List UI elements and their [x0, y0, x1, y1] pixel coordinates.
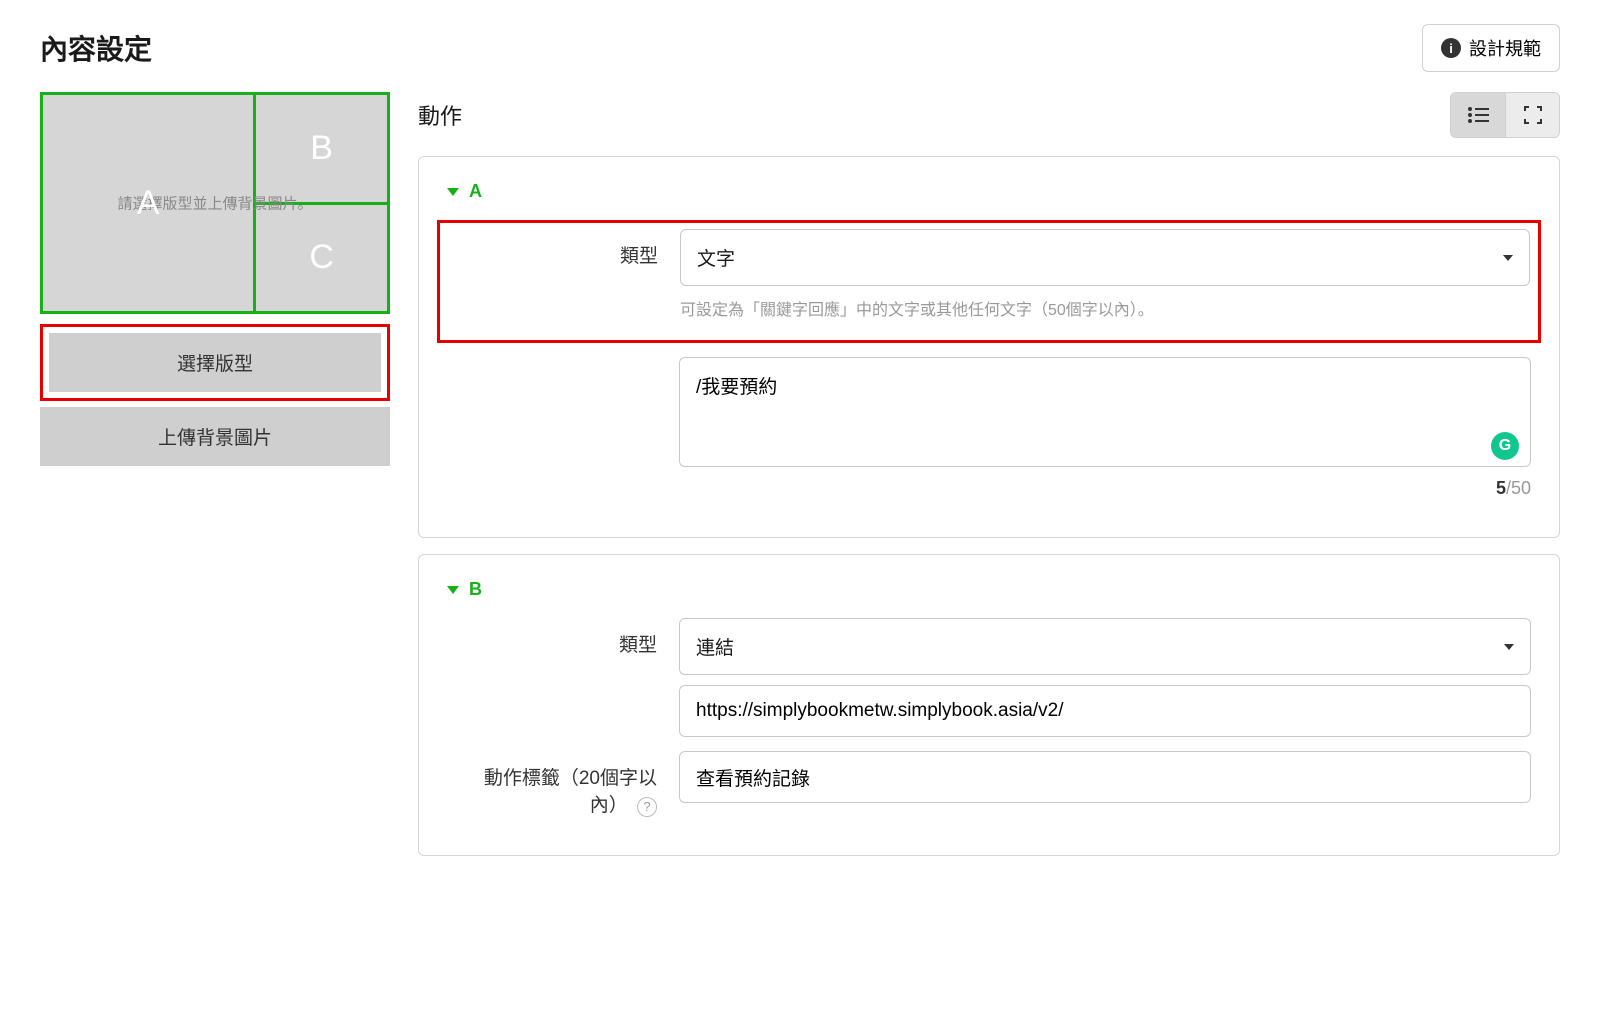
type-label: 類型	[448, 229, 658, 268]
chevron-down-icon	[447, 586, 459, 594]
char-count: 5/50	[679, 478, 1531, 499]
chevron-down-icon	[1503, 255, 1513, 261]
template-cell-b[interactable]: B	[256, 95, 387, 205]
type-hint: 可設定為「關鍵字回應」中的文字或其他任何文字（50個字以內）。	[680, 296, 1530, 320]
type-select-b[interactable]: 連結	[679, 618, 1531, 675]
chevron-down-icon	[1504, 644, 1514, 650]
grammarly-icon[interactable]: G	[1491, 432, 1519, 460]
page-title: 內容設定	[40, 28, 152, 68]
info-icon: i	[1441, 38, 1461, 58]
type-value: 連結	[696, 633, 734, 660]
view-toggle	[1450, 92, 1560, 138]
upload-background-button[interactable]: 上傳背景圖片	[40, 407, 390, 466]
expand-icon	[1523, 105, 1543, 125]
template-placeholder-text: 請選擇版型並上傳背景圖片。	[43, 193, 387, 214]
card-header-b[interactable]: B	[447, 579, 1531, 600]
card-letter: B	[469, 579, 482, 600]
actions-title: 動作	[418, 99, 462, 131]
chevron-down-icon	[447, 188, 459, 196]
action-tag-label: 動作標籤（20個字以內） ?	[447, 751, 657, 817]
type-select-a[interactable]: 文字	[680, 229, 1530, 286]
list-icon	[1467, 106, 1489, 124]
action-tag-input-b[interactable]	[679, 751, 1531, 803]
type-label: 類型	[447, 618, 657, 657]
action-card-a: A 類型 文字 可設定為「關鍵字回應」中的文字或其他任何文字（50個字以內）。	[418, 156, 1560, 538]
card-letter: A	[469, 181, 482, 202]
select-template-button[interactable]: 選擇版型	[49, 333, 381, 392]
select-template-highlight: 選擇版型	[40, 324, 390, 401]
expand-view-button[interactable]	[1505, 93, 1559, 137]
template-preview: 請選擇版型並上傳背景圖片。 A B C	[40, 92, 390, 314]
help-icon[interactable]: ?	[637, 797, 657, 817]
action-card-b: B 類型 連結 動作標籤（20個字以內） ?	[418, 554, 1560, 856]
text-input-a[interactable]	[679, 357, 1531, 467]
type-highlight-box: 類型 文字 可設定為「關鍵字回應」中的文字或其他任何文字（50個字以內）。	[437, 220, 1541, 343]
template-cell-c[interactable]: C	[256, 205, 387, 312]
list-view-button[interactable]	[1451, 93, 1505, 137]
url-input-b[interactable]	[679, 685, 1531, 737]
card-header-a[interactable]: A	[447, 181, 1531, 202]
type-value: 文字	[697, 244, 735, 271]
design-guide-label: 設計規範	[1469, 35, 1541, 61]
design-guide-button[interactable]: i 設計規範	[1422, 24, 1560, 72]
